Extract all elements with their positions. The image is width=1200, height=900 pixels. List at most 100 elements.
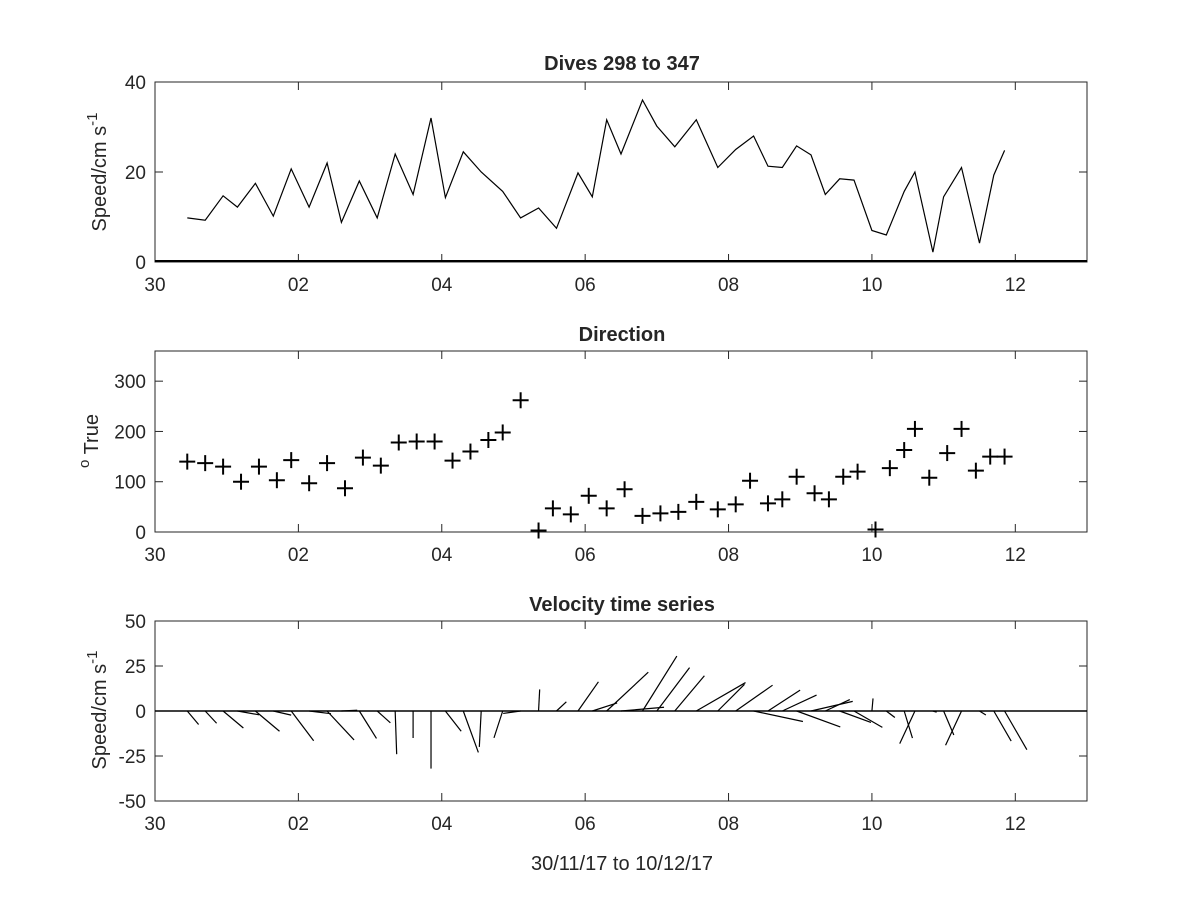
velocity-stick [796, 710, 841, 728]
velocity-stick [537, 689, 541, 712]
x-tick-label: 10 [861, 275, 882, 296]
velocity-stick [932, 710, 937, 713]
y-tick-label: -25 [119, 747, 146, 768]
direction-point [742, 472, 759, 489]
velocity-stick [186, 710, 200, 725]
direction-point [982, 448, 999, 465]
velocity-stick [695, 682, 746, 712]
direction-point [336, 480, 353, 497]
direction-point [727, 496, 744, 513]
y-tick-label: -50 [119, 792, 146, 813]
velocity-stick [577, 681, 599, 712]
direction-point [268, 472, 285, 489]
direction-point [881, 460, 898, 477]
direction-chart: Direction 30 02 04 06 08 10 12 0 100 200 300 o Tru… [76, 324, 1088, 566]
velocity-stick [839, 710, 872, 723]
x-tick-label: 04 [431, 545, 453, 566]
y-tick-label: 20 [125, 163, 146, 184]
velocity-chart-title: Velocity time series [529, 594, 715, 616]
x-tick-label: 08 [718, 545, 739, 566]
direction-point [996, 448, 1013, 465]
velocity-stick [885, 710, 896, 718]
y-tick-label: 0 [135, 253, 146, 274]
direction-point [774, 491, 791, 508]
x-tick-label: 02 [288, 814, 309, 835]
direction-point [372, 457, 389, 474]
velocity-stick [309, 710, 332, 715]
y-tick-label: 0 [135, 523, 146, 544]
direction-point [953, 420, 970, 437]
velocity-stick [503, 710, 521, 715]
direction-point [301, 475, 318, 492]
direction-point [480, 431, 497, 448]
velocity-stick [290, 710, 315, 742]
velocity-stick [1004, 710, 1028, 750]
direction-point [197, 455, 214, 472]
direction-point [896, 442, 913, 459]
direction-point [967, 462, 984, 479]
x-tick-label: 10 [861, 814, 882, 835]
direction-point [939, 445, 956, 462]
direction-point [390, 434, 407, 451]
direction-point [408, 433, 425, 450]
speed-chart-ylabel: Speed/cm s-1 [84, 113, 111, 232]
speed-chart-title: Dives 298 to 347 [544, 53, 700, 75]
velocity-stick [444, 710, 462, 732]
direction-point [709, 501, 726, 518]
x-tick-label: 02 [288, 545, 309, 566]
x-tick-label: 06 [575, 814, 596, 835]
plot-area-0 [154, 81, 1088, 263]
x-tick-label: 06 [575, 545, 596, 566]
x-tick-label: 04 [431, 275, 453, 296]
direction-point [598, 500, 615, 517]
y-tick-label: 100 [114, 473, 146, 494]
direction-point [906, 420, 923, 437]
velocity-stick [782, 694, 817, 712]
direction-point [544, 500, 561, 517]
velocity-stick [871, 698, 874, 712]
direction-point [820, 491, 837, 508]
direction-point [634, 507, 651, 524]
direction-point [835, 468, 852, 485]
x-tick-label: 12 [1005, 814, 1026, 835]
velocity-stick [825, 699, 851, 712]
direction-point [512, 392, 529, 409]
velocity-stick [462, 710, 479, 753]
y-tick-label: 300 [114, 372, 146, 393]
velocity-stick [853, 710, 883, 728]
direction-point [426, 433, 443, 450]
direction-point [530, 522, 547, 539]
direction-chart-title: Direction [579, 324, 666, 346]
direction-point [616, 481, 633, 498]
direction-point [179, 453, 196, 470]
speed-series-line [187, 98, 1006, 253]
direction-point [250, 458, 267, 475]
direction-point [670, 503, 687, 520]
direction-point [849, 463, 866, 480]
direction-point [215, 458, 232, 475]
direction-point [652, 505, 669, 522]
direction-point [233, 473, 250, 490]
velocity-stick [254, 710, 280, 732]
direction-point [562, 506, 579, 523]
velocity-chart: Velocity time series 30 02 04 06 08 10 12 -50 -2… [84, 594, 1088, 875]
velocity-stick [273, 710, 292, 716]
x-tick-label: 12 [1005, 275, 1026, 296]
direction-point [921, 469, 938, 486]
velocity-stick [493, 710, 504, 739]
velocity-stick [237, 710, 260, 716]
velocity-stick [478, 710, 482, 747]
velocity-stick [810, 700, 853, 712]
velocity-chart-xlabel: 30/11/17 to 10/12/17 [531, 853, 713, 875]
direction-point [788, 468, 805, 485]
velocity-stick [606, 671, 649, 712]
direction-point [319, 455, 336, 472]
x-tick-label: 30 [144, 814, 165, 835]
y-tick-label: 40 [125, 73, 146, 94]
x-tick-label: 08 [718, 275, 739, 296]
velocity-stick [222, 710, 244, 729]
velocity-stick [767, 689, 801, 712]
velocity-chart-ylabel: Speed/cm s-1 [84, 651, 111, 770]
velocity-stick [358, 710, 378, 739]
